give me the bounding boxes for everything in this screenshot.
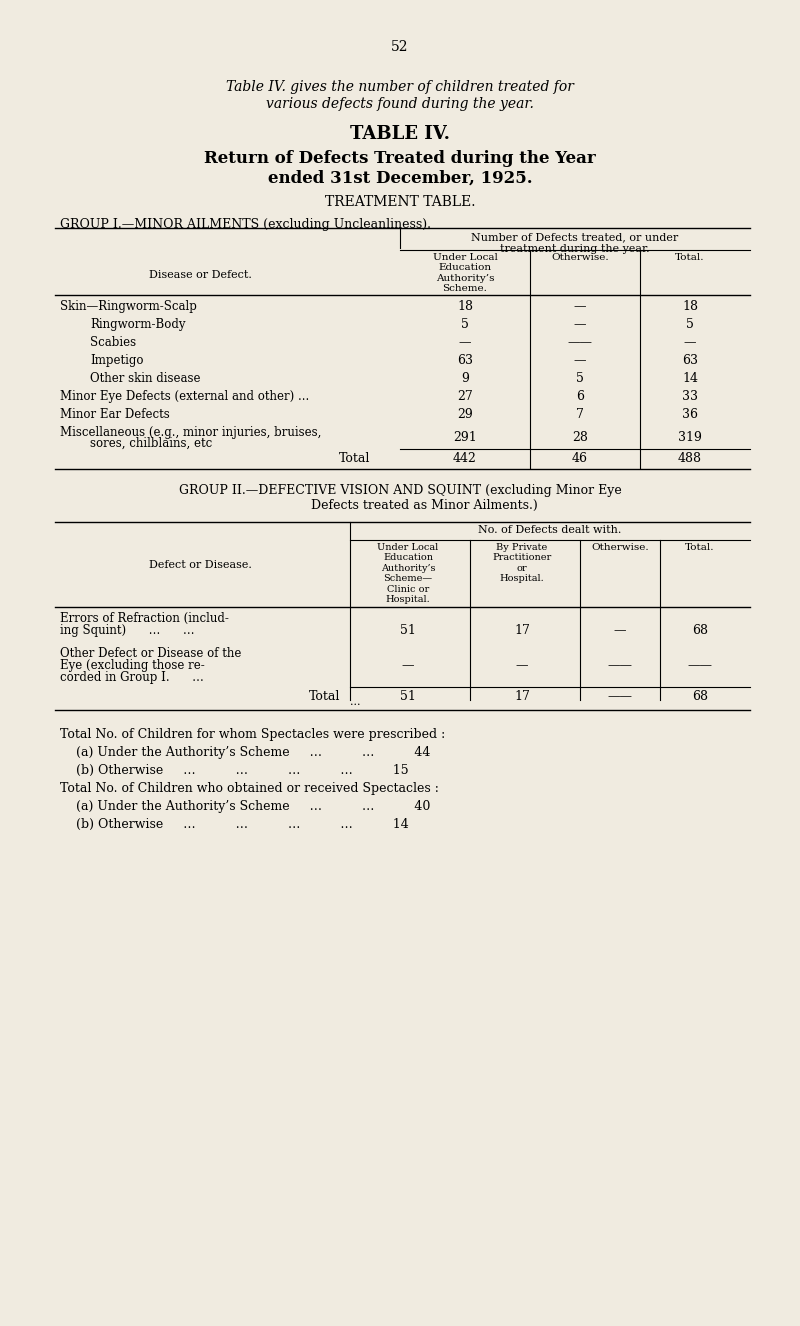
Text: Total No. of Children for whom Spectacles were prescribed :: Total No. of Children for whom Spectacle… <box>60 728 446 741</box>
Text: Under Local
Education
Authority’s
Scheme—
Clinic or
Hospital.: Under Local Education Authority’s Scheme… <box>378 544 438 605</box>
Text: Other Defect or Disease of the: Other Defect or Disease of the <box>60 647 242 660</box>
Text: 27: 27 <box>457 390 473 403</box>
Text: (a) Under the Authority’s Scheme     …          …          44: (a) Under the Authority’s Scheme … … 44 <box>60 747 430 758</box>
Text: —: — <box>574 354 586 367</box>
Text: Scabies: Scabies <box>90 335 136 349</box>
Text: ——: —— <box>687 659 713 672</box>
Text: 17: 17 <box>514 625 530 636</box>
Text: —: — <box>574 300 586 313</box>
Text: 5: 5 <box>576 373 584 385</box>
Text: 5: 5 <box>686 318 694 332</box>
Text: 63: 63 <box>457 354 473 367</box>
Text: (b) Otherwise     …          …          …          …          15: (b) Otherwise … … … … 15 <box>60 764 409 777</box>
Text: corded in Group I.      …: corded in Group I. … <box>60 671 204 684</box>
Text: 319: 319 <box>678 431 702 444</box>
Text: 6: 6 <box>576 390 584 403</box>
Text: Total No. of Children who obtained or received Spectacles :: Total No. of Children who obtained or re… <box>60 782 439 796</box>
Text: 46: 46 <box>572 452 588 465</box>
Text: 9: 9 <box>461 373 469 385</box>
Text: Skin—Ringworm-Scalp: Skin—Ringworm-Scalp <box>60 300 197 313</box>
Text: 29: 29 <box>457 408 473 420</box>
Text: Minor Ear Defects: Minor Ear Defects <box>60 408 170 420</box>
Text: (b) Otherwise     …          …          …          …          14: (b) Otherwise … … … … 14 <box>60 818 409 831</box>
Text: ——: —— <box>607 659 633 672</box>
Text: Total.: Total. <box>686 544 714 552</box>
Text: Total.: Total. <box>675 253 705 263</box>
Text: 68: 68 <box>692 690 708 703</box>
Text: Otherwise.: Otherwise. <box>591 544 649 552</box>
Text: 51: 51 <box>400 625 416 636</box>
Text: Eye (excluding those re-: Eye (excluding those re- <box>60 659 205 672</box>
Text: 18: 18 <box>457 300 473 313</box>
Text: Under Local
Education
Authority’s
Scheme.: Under Local Education Authority’s Scheme… <box>433 253 498 293</box>
Text: ——: —— <box>607 690 633 703</box>
Text: GROUP II.—DEFECTIVE VISION AND SQUINT (excluding Minor Eye
            Defects t: GROUP II.—DEFECTIVE VISION AND SQUINT (e… <box>178 484 622 512</box>
Text: TREATMENT TABLE.: TREATMENT TABLE. <box>325 195 475 210</box>
Text: ing Squint)      …      …: ing Squint) … … <box>60 625 194 636</box>
Text: 442: 442 <box>453 452 477 465</box>
Text: 7: 7 <box>576 408 584 420</box>
Text: 488: 488 <box>678 452 702 465</box>
Text: —: — <box>614 625 626 636</box>
Text: —: — <box>574 318 586 332</box>
Text: Number of Defects treated, or under
treatment during the year.: Number of Defects treated, or under trea… <box>471 232 678 253</box>
Text: No. of Defects dealt with.: No. of Defects dealt with. <box>478 525 622 534</box>
Text: Disease or Defect.: Disease or Defect. <box>149 271 251 280</box>
Text: —: — <box>516 659 528 672</box>
Text: sores, chilblains, etc: sores, chilblains, etc <box>60 438 212 450</box>
Text: ...: ... <box>350 697 361 707</box>
Text: Miscellaneous (e.g., minor injuries, bruises,: Miscellaneous (e.g., minor injuries, bru… <box>60 426 322 439</box>
Text: 68: 68 <box>692 625 708 636</box>
Text: 291: 291 <box>453 431 477 444</box>
Text: Total: Total <box>309 690 340 703</box>
Text: 63: 63 <box>682 354 698 367</box>
Text: 18: 18 <box>682 300 698 313</box>
Text: 52: 52 <box>391 40 409 54</box>
Text: Otherwise.: Otherwise. <box>551 253 609 263</box>
Text: Minor Eye Defects (external and other) ...: Minor Eye Defects (external and other) .… <box>60 390 310 403</box>
Text: Other skin disease: Other skin disease <box>90 373 201 385</box>
Text: —: — <box>684 335 696 349</box>
Text: Return of Defects Treated during the Year: Return of Defects Treated during the Yea… <box>204 150 596 167</box>
Text: 14: 14 <box>682 373 698 385</box>
Text: 36: 36 <box>682 408 698 420</box>
Text: ended 31st December, 1925.: ended 31st December, 1925. <box>268 170 532 187</box>
Text: —: — <box>402 659 414 672</box>
Text: ——: —— <box>567 335 593 349</box>
Text: 33: 33 <box>682 390 698 403</box>
Text: Errors of Refraction (includ-: Errors of Refraction (includ- <box>60 613 229 625</box>
Text: 51: 51 <box>400 690 416 703</box>
Text: —: — <box>458 335 471 349</box>
Text: GROUP I.—MINOR AILMENTS (excluding Uncleanliness).: GROUP I.—MINOR AILMENTS (excluding Uncle… <box>60 217 431 231</box>
Text: TABLE IV.: TABLE IV. <box>350 125 450 143</box>
Text: Table IV. gives the number of children treated for: Table IV. gives the number of children t… <box>226 80 574 94</box>
Text: Impetigo: Impetigo <box>90 354 143 367</box>
Text: Total: Total <box>338 452 370 465</box>
Text: By Private
Practitioner
or
Hospital.: By Private Practitioner or Hospital. <box>492 544 552 583</box>
Text: 17: 17 <box>514 690 530 703</box>
Text: various defects found during the year.: various defects found during the year. <box>266 97 534 111</box>
Text: Ringworm-Body: Ringworm-Body <box>90 318 186 332</box>
Text: 5: 5 <box>461 318 469 332</box>
Text: (a) Under the Authority’s Scheme     …          …          40: (a) Under the Authority’s Scheme … … 40 <box>60 800 430 813</box>
Text: Defect or Disease.: Defect or Disease. <box>149 560 251 570</box>
Text: 28: 28 <box>572 431 588 444</box>
